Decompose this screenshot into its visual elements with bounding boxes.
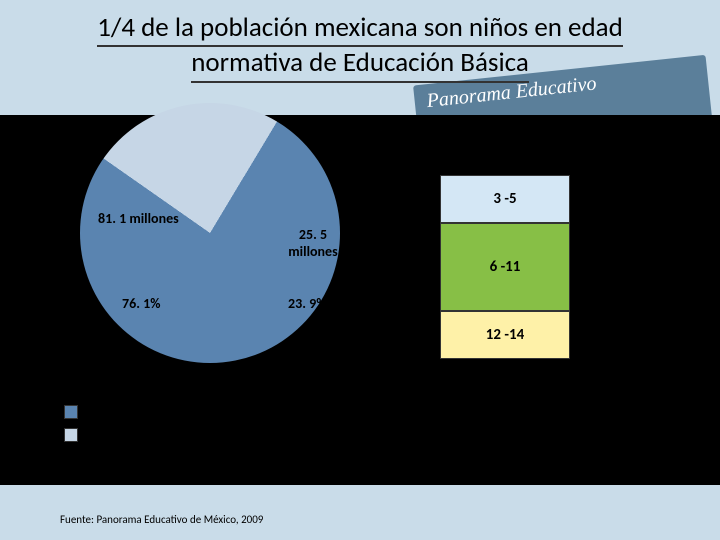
pie-slice-minor-value-unit: millones: [288, 243, 337, 260]
legend-item: 3 a 14 años: [64, 423, 207, 445]
pie-legend: Resto de la población 3 a 14 años: [64, 401, 207, 446]
pie-slice-minor-pct: 23. 9%: [288, 295, 326, 312]
slide-title: 1/4 de la población mexicana son niños e…: [40, 12, 680, 83]
slide: Panorama Educativo 1/4 de la población m…: [0, 0, 720, 540]
legend-label: Resto de la población: [86, 401, 207, 423]
pie-slice-major-pct: 76. 1%: [122, 295, 160, 312]
title-line-1: 1/4 de la población mexicana son niños e…: [97, 12, 623, 47]
legend-item: Resto de la población: [64, 401, 207, 423]
chart-panel: 81. 1 millones 76. 1% 25. 5 millones 23.…: [0, 115, 720, 485]
title-line-2: normativa de Educación Básica: [191, 47, 529, 82]
legend-swatch: [64, 428, 78, 442]
legend-swatch: [64, 405, 78, 419]
age-segment: 12 -14: [440, 311, 570, 359]
legend-label: 3 a 14 años: [86, 423, 150, 445]
age-stacked-bar: 3 -56 -1112 -14: [440, 175, 570, 359]
pie-slice-minor-value: 25. 5 millones: [278, 227, 348, 261]
age-segment: 3 -5: [440, 175, 570, 223]
pie-slice-minor-value-num: 25. 5: [299, 226, 327, 243]
age-segment: 6 -11: [440, 223, 570, 311]
pie-slice-major-value: 81. 1 millones: [98, 210, 179, 227]
source-citation: Fuente: Panorama Educativo de México, 20…: [60, 513, 263, 526]
